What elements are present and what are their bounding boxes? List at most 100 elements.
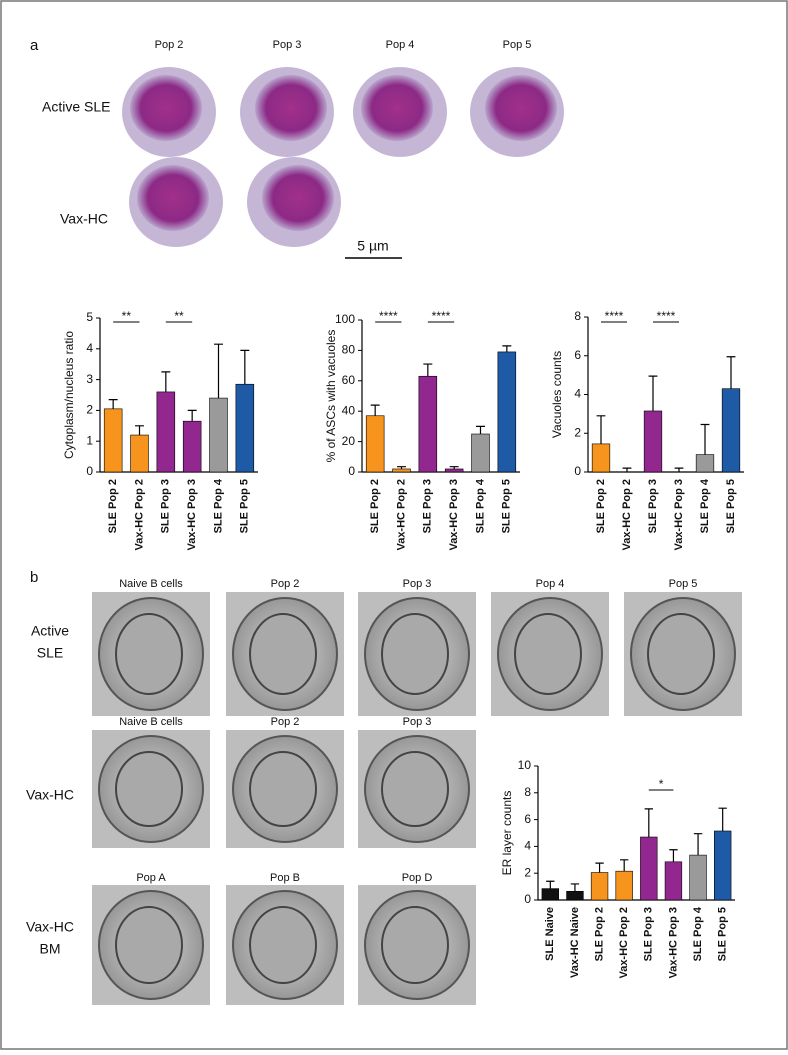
y-tick-label: 1: [86, 433, 93, 447]
nucleus: [255, 75, 327, 141]
bar: [235, 383, 255, 473]
y-tick-label: 0: [348, 464, 355, 478]
error-bar: [726, 356, 736, 389]
y-tick-label: 8: [574, 309, 581, 323]
bar: [182, 420, 202, 473]
significance-label: ****: [432, 309, 451, 323]
error-bar: [476, 425, 485, 434]
y-tick-label: 6: [524, 812, 531, 826]
x-tick-label: SLE Pop 5: [725, 479, 737, 533]
x-tick-label: Vax-HC Pop 3: [448, 479, 460, 551]
bar: [541, 888, 559, 901]
image-caption: Pop D: [402, 872, 433, 884]
error-bar: [397, 466, 406, 469]
error-bar: [595, 862, 604, 873]
error-bar: [161, 371, 171, 392]
bar: [640, 836, 658, 901]
nucleus: [381, 751, 449, 827]
bar: [365, 415, 385, 473]
image-caption: Pop 2: [155, 39, 184, 51]
bar: [418, 375, 438, 473]
x-tick-label: SLE Pop 4: [699, 478, 711, 533]
row-label: Vax-HC: [60, 211, 108, 227]
bar: [130, 434, 149, 473]
x-tick-label: Vax-HC Pop 2: [133, 479, 145, 551]
error-bar: [108, 399, 118, 409]
error-bar: [644, 808, 653, 838]
error-bar: [502, 345, 512, 352]
significance-label: ****: [657, 309, 676, 323]
error-bar: [370, 404, 380, 416]
bar: [590, 872, 609, 901]
error-bar: [240, 349, 250, 385]
error-bar: [449, 466, 459, 469]
error-bar: [693, 833, 703, 856]
panel-label: a: [30, 37, 39, 54]
x-tick-label: SLE Pop 2: [369, 479, 381, 533]
bar: [497, 351, 517, 473]
y-tick-label: 4: [574, 387, 581, 401]
x-tick-label: SLE Pop 3: [643, 907, 655, 961]
bar: [695, 454, 715, 473]
bar: [392, 468, 411, 473]
bar: [591, 443, 611, 473]
x-tick-label: Vax-HC Pop 2: [618, 907, 630, 979]
image-caption: Pop 3: [403, 716, 432, 728]
nucleus: [485, 75, 557, 141]
image-caption: Naive B cells: [119, 578, 183, 590]
y-tick-label: 5: [86, 310, 93, 324]
x-tick-label: SLE Pop 3: [160, 479, 172, 533]
image-caption: Pop 4: [386, 39, 415, 51]
nucleus: [249, 613, 317, 695]
panel-label: b: [30, 569, 38, 586]
nucleus: [130, 75, 202, 141]
y-tick-label: 0: [524, 892, 531, 906]
x-tick-label: SLE Naive: [544, 907, 556, 961]
x-tick-label: Vax-HC Naive: [569, 907, 581, 978]
nucleus: [115, 906, 183, 984]
significance-label: *: [659, 777, 664, 791]
y-axis-label: Cytoplasm/nucleus ratio: [62, 331, 76, 459]
row-label: Vax-HC: [26, 787, 74, 803]
image-caption: Pop 5: [669, 578, 698, 590]
nucleus: [514, 613, 582, 695]
x-tick-label: SLE Pop 4: [212, 478, 224, 533]
significance-label: **: [174, 309, 184, 323]
error-bar: [718, 807, 727, 831]
y-tick-label: 0: [574, 464, 581, 478]
x-tick-label: SLE Pop 2: [595, 479, 607, 533]
x-tick-label: SLE Pop 5: [239, 479, 251, 533]
row-label: Active SLE: [42, 99, 110, 115]
error-bar: [423, 363, 433, 377]
x-tick-label: SLE Pop 3: [647, 479, 659, 533]
x-tick-label: Vax-HC Pop 3: [673, 479, 685, 551]
error-bar: [187, 409, 197, 422]
significance-label: ****: [605, 309, 624, 323]
error-bar: [570, 883, 580, 892]
significance-label: **: [122, 309, 132, 323]
y-tick-label: 2: [86, 403, 93, 417]
row-label: Active: [31, 623, 69, 639]
nucleus: [249, 751, 317, 827]
y-tick-label: 4: [524, 839, 531, 853]
y-tick-label: 2: [574, 425, 581, 439]
bar: [209, 397, 228, 473]
error-bar: [546, 880, 555, 889]
x-tick-label: SLE Pop 3: [422, 479, 434, 533]
x-tick-label: SLE Pop 5: [501, 479, 513, 533]
image-caption: Pop 3: [403, 578, 432, 590]
bar: [643, 410, 663, 473]
y-tick-label: 4: [86, 341, 93, 355]
y-axis-label: % of ASCs with vacuoles: [324, 330, 338, 463]
bar: [566, 890, 584, 901]
y-tick-label: 10: [518, 758, 532, 772]
image-caption: Pop B: [270, 872, 300, 884]
nucleus: [249, 906, 317, 984]
error-bar: [214, 343, 223, 399]
y-tick-label: 80: [342, 343, 356, 357]
y-tick-label: 60: [342, 373, 356, 387]
x-tick-label: SLE Pop 4: [474, 478, 486, 533]
image-caption: Naive B cells: [119, 716, 183, 728]
